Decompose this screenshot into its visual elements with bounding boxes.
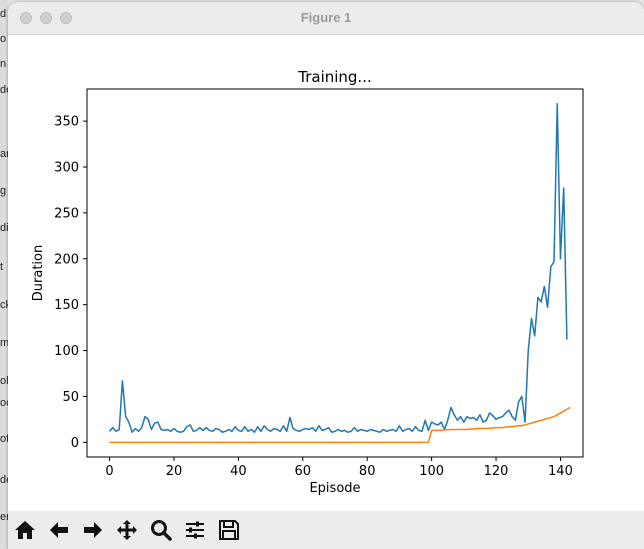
background-text-fragment: oc	[0, 397, 8, 409]
x-axis-label: Episode	[309, 481, 360, 496]
background-text-fragment: g	[0, 185, 7, 197]
x-tick-label: 40	[230, 464, 247, 479]
background-window-strip	[0, 0, 8, 549]
y-tick-label: 200	[54, 252, 79, 267]
zoom-window-button[interactable]	[60, 12, 72, 24]
sliders-icon	[186, 521, 204, 539]
background-text-fragment: m	[0, 337, 8, 349]
series-line-2	[109, 406, 571, 444]
background-text-fragment: er	[0, 511, 8, 523]
x-tick-label: 100	[419, 464, 444, 479]
axes-frame	[86, 88, 584, 458]
y-tick-label: 100	[54, 344, 79, 359]
pan-button[interactable]	[112, 515, 142, 545]
y-tick-label: 0	[71, 436, 79, 451]
minimize-window-button[interactable]	[40, 12, 52, 24]
configure-subplots-button[interactable]	[180, 515, 210, 545]
y-tick-label: 150	[54, 298, 79, 313]
background-text-fragment: of	[0, 433, 8, 445]
figure-canvas[interactable]: 0 20 40 60 80 100 120 140 0 50 100 150 200 250 300 350 T…	[8, 35, 644, 511]
save-icon	[219, 520, 239, 540]
y-tick-label: 50	[62, 390, 79, 405]
background-text-fragment: de	[0, 84, 8, 96]
arrow-right-icon	[84, 522, 102, 538]
figure-window: Figure 1 0 20 40 60 80 100 120 140 0 50 100 150 200 2…	[8, 2, 644, 549]
background-text-fragment: ol	[0, 375, 8, 387]
move-icon	[117, 520, 137, 540]
x-tick-label: 80	[359, 464, 376, 479]
background-text-fragment: ar	[0, 148, 8, 160]
save-button[interactable]	[214, 515, 244, 545]
background-text-fragment: de	[0, 474, 8, 486]
home-icon	[15, 521, 35, 539]
back-button[interactable]	[44, 515, 74, 545]
x-tick-label: 20	[166, 464, 183, 479]
x-tick-label: 140	[548, 464, 573, 479]
y-tick-label: 350	[54, 115, 79, 130]
x-tick-label: 120	[484, 464, 509, 479]
arrow-left-icon	[50, 522, 68, 538]
close-window-button[interactable]	[20, 12, 32, 24]
series-line-1	[108, 102, 568, 433]
background-text-fragment: t	[0, 261, 4, 273]
background-text-fragment: o	[0, 33, 7, 45]
navigation-toolbar	[8, 511, 644, 549]
title-bar: Figure 1	[8, 2, 644, 35]
zoom-button[interactable]	[146, 515, 176, 545]
window-title: Figure 1	[300, 10, 352, 25]
zoom-icon	[151, 520, 172, 541]
y-tick-label: 250	[54, 206, 79, 221]
y-tick-label: 300	[54, 161, 79, 176]
x-tick-label: 0	[105, 464, 113, 479]
background-text-fragment: d	[0, 8, 7, 20]
x-tick-label: 60	[295, 464, 312, 479]
home-button[interactable]	[10, 515, 40, 545]
chart-title: Training...	[297, 68, 372, 86]
plot-area: 0 20 40 60 80 100 120 140 0 50 100 150 200 250 300 350 T…	[31, 68, 584, 496]
background-text-fragment: di	[0, 222, 8, 234]
forward-button[interactable]	[78, 515, 108, 545]
y-axis-label: Duration	[31, 245, 46, 301]
background-text-fragment: ck	[0, 299, 8, 311]
background-text-fragment: n	[0, 58, 7, 70]
